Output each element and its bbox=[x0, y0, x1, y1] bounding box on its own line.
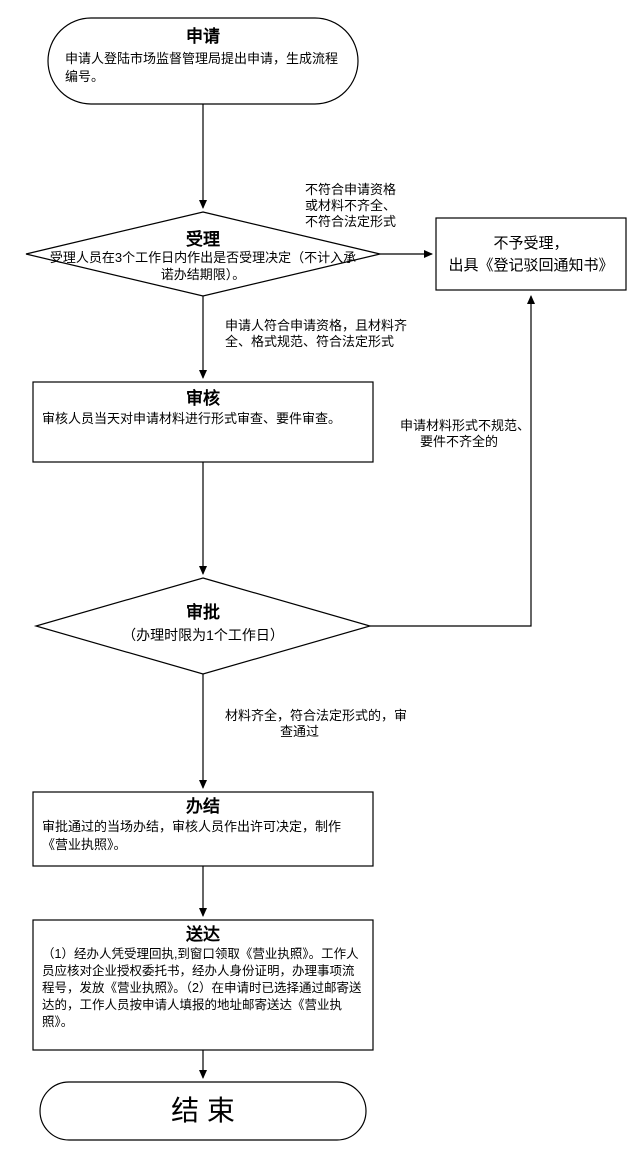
label-accept-review-1: 申请人符合申请资格，且材料齐 bbox=[225, 318, 407, 333]
node-end: 结 束 bbox=[40, 1082, 366, 1140]
apply-title: 申请 bbox=[186, 26, 220, 46]
accept-body: 受理人员在3个工作日内作出是否受理决定（不计入承诺办结期限）。 bbox=[50, 250, 356, 282]
label-approve-finish-1: 材料齐全，符合法定形式的，审 bbox=[225, 708, 407, 723]
label-accept-review-2: 全、格式规范、符合法定形式 bbox=[225, 334, 394, 349]
review-title: 审核 bbox=[186, 388, 220, 408]
reject-line1: 不予受理， bbox=[493, 235, 568, 252]
node-approve: 审批 （办理时限为1个工作日） bbox=[36, 578, 370, 674]
label-accept-reject-2: 或材料不齐全、 bbox=[305, 198, 396, 213]
node-reject: 不予受理， 出具《登记驳回通知书》 bbox=[436, 218, 626, 290]
node-review: 审核 审核人员当天对申请材料进行形式审查、要件审查。 bbox=[33, 382, 373, 462]
label-accept-reject-3: 不符合法定形式 bbox=[305, 214, 396, 229]
label-approve-finish-2: 查通过 bbox=[280, 724, 319, 739]
finish-body: 审批通过的当场办结，审核人员作出许可决定，制作《营业执照》。 bbox=[42, 819, 341, 852]
end-title: 结 束 bbox=[171, 1095, 235, 1126]
review-body: 审核人员当天对申请材料进行形式审查、要件审查。 bbox=[42, 411, 341, 426]
approve-title: 审批 bbox=[186, 602, 220, 622]
deliver-title: 送达 bbox=[186, 924, 220, 944]
accept-title: 受理 bbox=[186, 229, 220, 249]
label-approve-reject-1: 申请材料形式不规范、 bbox=[400, 418, 530, 433]
reject-line2: 出具《登记驳回通知书》 bbox=[448, 257, 613, 274]
approve-body: （办理时限为1个工作日） bbox=[122, 627, 284, 643]
label-accept-reject-1: 不符合申请资格 bbox=[305, 182, 396, 197]
deliver-body: （1）经办人凭受理回执,到窗口领取《营业执照》。工作人员应核对企业授权委托书，经… bbox=[42, 947, 361, 1029]
edge-approve-reject bbox=[370, 296, 531, 626]
node-deliver: 送达 （1）经办人凭受理回执,到窗口领取《营业执照》。工作人员应核对企业授权委托… bbox=[33, 920, 373, 1050]
finish-title: 办结 bbox=[186, 796, 220, 816]
label-approve-reject-2: 要件不齐全的 bbox=[420, 434, 498, 449]
node-finish: 办结 审批通过的当场办结，审核人员作出许可决定，制作《营业执照》。 bbox=[33, 792, 373, 866]
node-apply: 申请 申请人登陆市场监督管理局提出申请，生成流程编号。 bbox=[48, 18, 358, 104]
apply-body: 申请人登陆市场监督管理局提出申请，生成流程编号。 bbox=[65, 51, 338, 84]
